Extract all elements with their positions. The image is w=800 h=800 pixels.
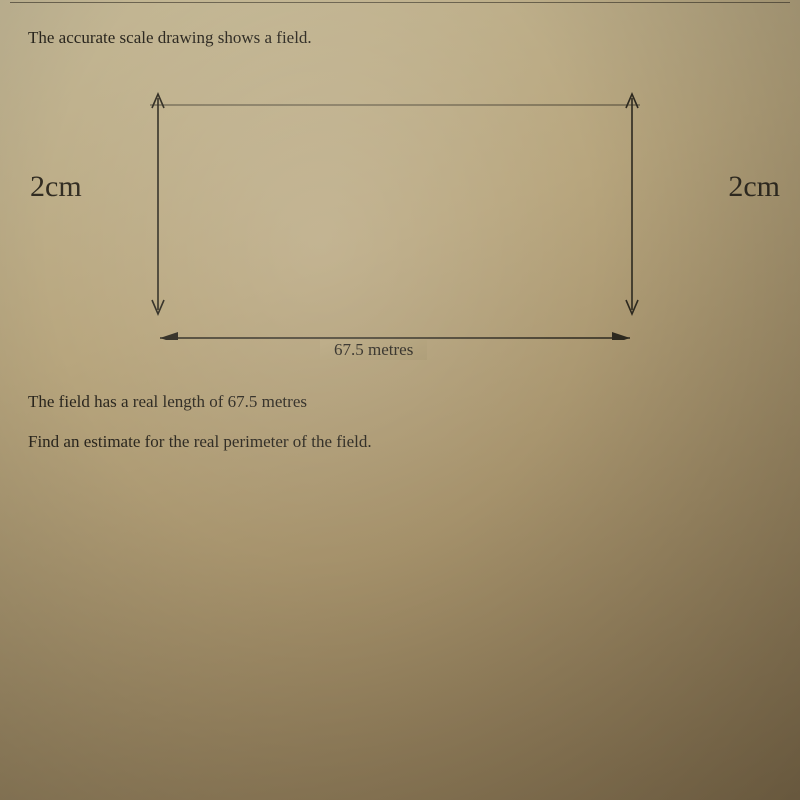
question-intro: The accurate scale drawing shows a field… — [28, 28, 312, 48]
question-prompt: Find an estimate for the real perimeter … — [28, 432, 372, 452]
diagram-svg — [130, 80, 660, 340]
handwritten-right-label: 2cm — [728, 170, 780, 204]
width-dimension-label: 67.5 metres — [320, 340, 427, 360]
handwritten-left-label: 2cm — [30, 170, 82, 204]
question-statement: The field has a real length of 67.5 metr… — [28, 392, 307, 412]
scale-diagram — [130, 80, 660, 340]
top-horizontal-rule — [10, 2, 790, 3]
